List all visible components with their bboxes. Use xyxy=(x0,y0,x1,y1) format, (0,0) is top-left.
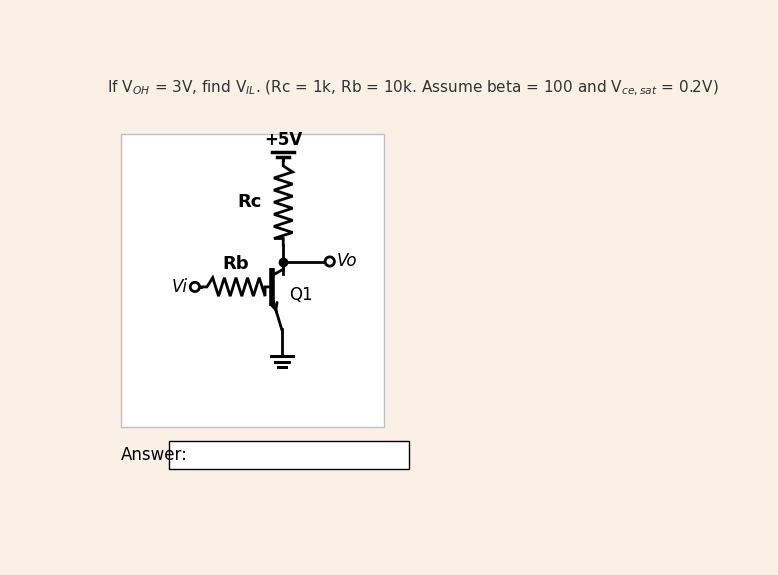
Text: Answer:: Answer: xyxy=(121,446,187,464)
Circle shape xyxy=(191,282,199,292)
Text: If V$_{OH}$ = 3V, find V$_{IL}$. (Rc = 1k, Rb = 10k. Assume beta = 100 and V$_{c: If V$_{OH}$ = 3V, find V$_{IL}$. (Rc = 1… xyxy=(107,79,718,98)
Text: Vo: Vo xyxy=(337,252,357,270)
Text: Rb: Rb xyxy=(223,255,249,273)
FancyBboxPatch shape xyxy=(169,441,408,469)
Text: +5V: +5V xyxy=(264,131,303,149)
Circle shape xyxy=(325,257,335,266)
Text: Vi: Vi xyxy=(172,278,188,296)
Text: Q1: Q1 xyxy=(289,286,313,304)
FancyBboxPatch shape xyxy=(121,135,384,427)
Text: Rc: Rc xyxy=(237,193,261,211)
